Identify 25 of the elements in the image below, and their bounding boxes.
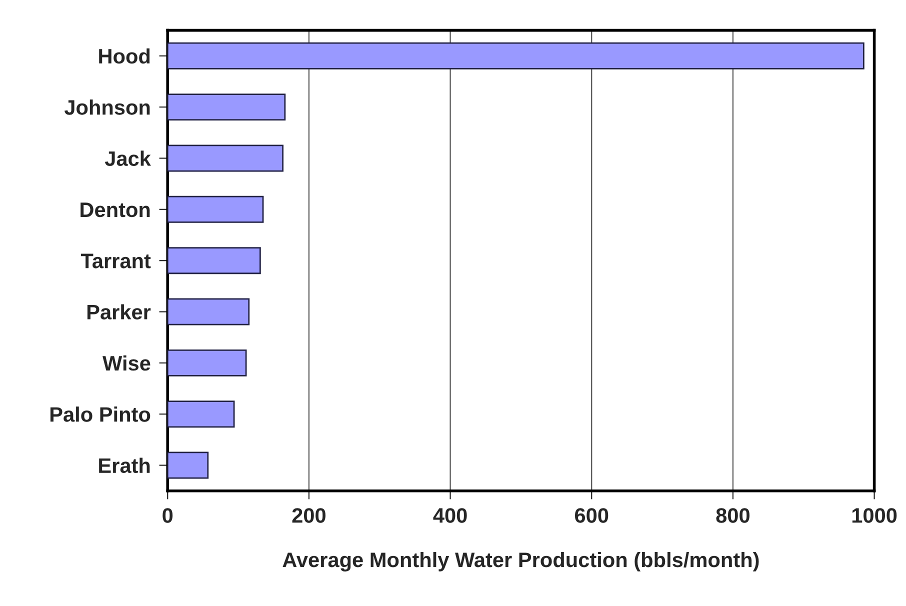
y-tick-label: Hood <box>99 48 150 64</box>
bar <box>168 452 209 479</box>
bar <box>168 349 247 376</box>
y-tick-label: Palo Pinto <box>50 406 150 422</box>
bar <box>168 400 235 428</box>
x-tick-label: 200 <box>292 508 326 523</box>
y-tick-label: Parker <box>87 304 151 320</box>
x-axis-title: Average Monthly Water Production (bbls/month) <box>282 552 759 572</box>
bar <box>168 298 250 326</box>
bar <box>168 144 284 172</box>
y-tick-label: Denton <box>80 202 150 218</box>
y-tick-label: Erath <box>99 458 150 474</box>
bar <box>168 247 261 274</box>
bar <box>168 42 864 70</box>
y-tick-label: Johnson <box>64 100 150 115</box>
x-tick-label: 800 <box>716 508 750 523</box>
x-tick-label: 400 <box>433 508 467 523</box>
y-tick-label: Jack <box>104 150 151 166</box>
x-tick-label: 600 <box>575 508 608 523</box>
y-tick-label: Tarrant <box>80 254 151 268</box>
x-tick-label: 0 <box>162 508 173 523</box>
bar <box>168 196 264 223</box>
x-tick-label: 1000 <box>852 508 897 523</box>
bar <box>168 94 286 121</box>
y-tick-label: Wise <box>102 355 150 371</box>
